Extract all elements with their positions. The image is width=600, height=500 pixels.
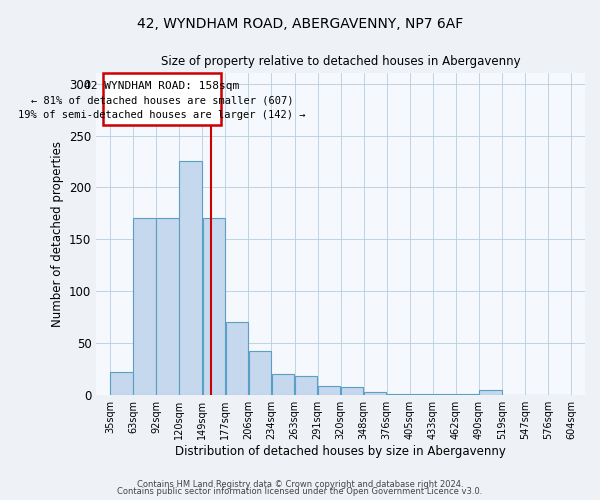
Bar [318, 386, 340, 394]
Bar [479, 390, 502, 394]
Text: Contains HM Land Registry data © Crown copyright and database right 2024.: Contains HM Land Registry data © Crown c… [137, 480, 463, 489]
Title: Size of property relative to detached houses in Abergavenny: Size of property relative to detached ho… [161, 55, 520, 68]
Y-axis label: Number of detached properties: Number of detached properties [50, 141, 64, 327]
Bar [203, 218, 225, 394]
Text: 42, WYNDHAM ROAD, ABERGAVENNY, NP7 6AF: 42, WYNDHAM ROAD, ABERGAVENNY, NP7 6AF [137, 18, 463, 32]
Bar [341, 388, 364, 394]
Bar [295, 376, 317, 394]
Bar [226, 322, 248, 394]
Bar [133, 218, 156, 394]
Bar [157, 218, 179, 394]
Bar [179, 162, 202, 394]
Text: ← 81% of detached houses are smaller (607): ← 81% of detached houses are smaller (60… [31, 96, 293, 106]
Text: 19% of semi-detached houses are larger (142) →: 19% of semi-detached houses are larger (… [18, 110, 305, 120]
Bar [248, 351, 271, 395]
Bar [364, 392, 386, 394]
Text: 42 WYNDHAM ROAD: 158sqm: 42 WYNDHAM ROAD: 158sqm [85, 81, 239, 91]
Bar [272, 374, 294, 394]
X-axis label: Distribution of detached houses by size in Abergavenny: Distribution of detached houses by size … [175, 444, 506, 458]
Bar [110, 372, 133, 394]
FancyBboxPatch shape [103, 74, 221, 125]
Text: Contains public sector information licensed under the Open Government Licence v3: Contains public sector information licen… [118, 487, 482, 496]
